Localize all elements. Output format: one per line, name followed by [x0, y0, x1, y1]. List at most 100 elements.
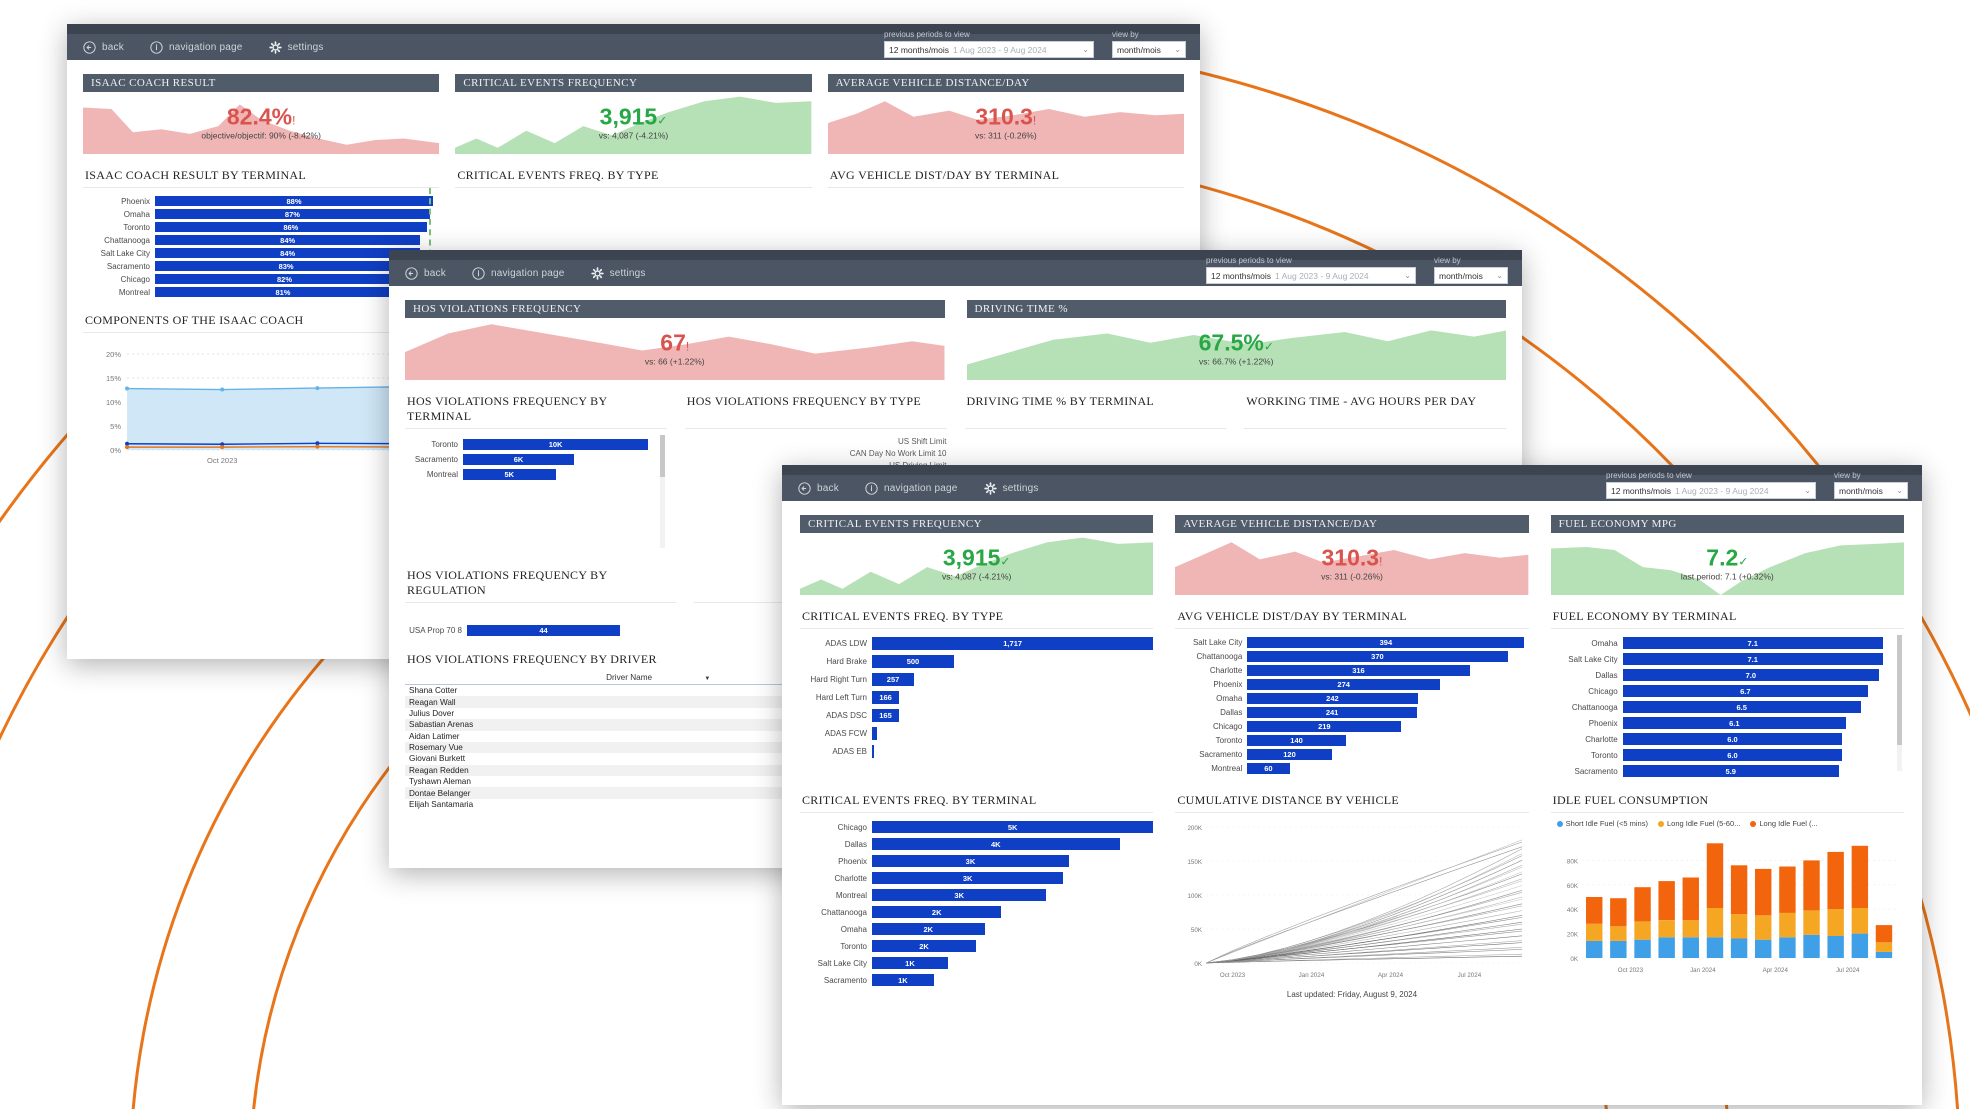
bar-row[interactable]: Chattanooga 2K [800, 906, 1153, 918]
bar-row[interactable]: Sacramento 6K [405, 454, 667, 465]
bar-row[interactable]: Phoenix 6.1 [1551, 717, 1890, 729]
bar-row[interactable]: Omaha 2K [800, 923, 1153, 935]
settings-button[interactable]: settings [268, 40, 324, 54]
chart-idle-fuel[interactable]: Short Idle Fuel (<5 mins) Long Idle Fuel … [1550, 812, 1904, 986]
bar-row[interactable]: Salt Lake City 84% [83, 248, 439, 258]
bar-row[interactable]: Sacramento 120 [1175, 749, 1528, 760]
chart-fuel-by-terminal[interactable]: Omaha 7.1 Salt Lake City 7.1 Dallas 7.0 Chicag… [1550, 628, 1904, 777]
previous-periods-select[interactable]: 12 months/mois 1 Aug 2023 - 9 Aug 2024 ⌄ [1206, 267, 1416, 284]
chart-dist-by-terminal[interactable]: Salt Lake City 394 Chattanooga 370 Charlotte… [1175, 628, 1529, 777]
bar-row[interactable]: Omaha 87% [83, 209, 439, 219]
navigation-page-button[interactable]: navigation page [865, 481, 958, 495]
previous-periods-select[interactable]: 12 months/mois 1 Aug 2023 - 9 Aug 2024 ⌄ [884, 41, 1094, 58]
bar-row[interactable]: Montreal 81% [83, 287, 439, 297]
chart-hos-by-terminal[interactable]: Toronto 10K Sacramento 6K Montreal 5K [405, 428, 667, 554]
previous-periods-select[interactable]: 12 months/mois 1 Aug 2023 - 9 Aug 2024 ⌄ [1606, 482, 1816, 499]
bar-row[interactable]: Montreal 5K [405, 469, 667, 480]
bar-row[interactable]: Phoenix 274 [1175, 679, 1528, 690]
back-button[interactable]: back [798, 481, 839, 495]
vertical-scrollbar[interactable] [659, 435, 665, 548]
bar-fill[interactable]: 60 [1247, 763, 1290, 774]
bar-row[interactable]: Montreal 3K [800, 889, 1153, 901]
bar-row[interactable]: Chicago 5K [800, 821, 1154, 833]
bar-row[interactable]: USA Prop 70 8 44 [405, 625, 676, 636]
bar-fill[interactable]: 7.1 [1622, 637, 1883, 649]
bar-fill[interactable]: 6.0 [1622, 749, 1843, 761]
bar-row[interactable]: Salt Lake City 1K [800, 957, 1153, 969]
kpi-critical-events-frequency[interactable]: CRITICAL EVENTS FREQUENCY 3,915✓ vs: 4,0… [800, 515, 1154, 595]
bar-row[interactable]: Chicago 219 [1175, 721, 1528, 732]
bar-fill[interactable]: 87% [155, 209, 430, 219]
bar-row[interactable]: Phoenix 88% [83, 196, 439, 206]
kpi-driving-time-percent[interactable]: DRIVING TIME % 67.5%✓ vs: 66.7% (+1.22%) [966, 300, 1506, 380]
bar-row[interactable]: ADAS LDW 1,717 [800, 637, 1154, 650]
bar-fill[interactable]: 83% [155, 261, 418, 271]
vertical-scrollbar[interactable] [1896, 635, 1902, 771]
bar-row[interactable]: Chicago 6.7 [1551, 685, 1890, 697]
bar-fill[interactable]: 242 [1247, 693, 1418, 704]
bar-row[interactable]: Chattanooga 370 [1175, 651, 1528, 662]
bar-row[interactable]: Phoenix 3K [800, 855, 1153, 867]
sort-descending-icon[interactable]: ▼ [704, 676, 711, 682]
bar-fill[interactable]: 84% [155, 235, 421, 245]
chart-cumulative-distance[interactable]: 0K 50K 100K 150K 200K Oct 2023 Jan 2024 Apr 202… [1175, 812, 1529, 986]
bar-row[interactable]: Salt Lake City 394 [1175, 637, 1528, 648]
navigation-page-button[interactable]: navigation page [150, 40, 243, 54]
bar-fill[interactable]: 1K [872, 957, 948, 969]
bar-fill[interactable]: 5.9 [1622, 765, 1839, 777]
view-by-select[interactable]: month/mois ⌄ [1112, 41, 1186, 58]
back-button[interactable]: back [83, 40, 124, 54]
bar-fill[interactable]: 120 [1247, 749, 1332, 760]
bar-fill[interactable]: 2K [872, 906, 1002, 918]
bar-fill[interactable]: 5K [463, 469, 556, 480]
bar-row[interactable]: Dallas 7.0 [1551, 669, 1890, 681]
bar-row[interactable]: Toronto 86% [83, 222, 439, 232]
bar-fill[interactable]: 44 [467, 625, 621, 636]
bar-fill[interactable]: 257 [872, 673, 915, 686]
bar-fill[interactable]: 81% [155, 287, 411, 297]
bar-row[interactable]: Sacramento 1K [800, 974, 1153, 986]
bar-row[interactable]: Dallas 241 [1175, 707, 1528, 718]
bar-fill[interactable]: 5K [872, 821, 1154, 833]
bar-fill[interactable]: 3K [872, 872, 1064, 884]
bar-row[interactable]: ADAS EB [800, 745, 1153, 758]
bar-fill[interactable]: 82% [155, 274, 415, 284]
bar-row[interactable]: Sacramento 5.9 [1551, 765, 1890, 777]
bar-row[interactable]: Chattanooga 6.5 [1551, 701, 1890, 713]
bar-row[interactable]: Toronto 6.0 [1551, 749, 1890, 761]
bar-fill[interactable]: 3K [872, 855, 1069, 867]
bar-row[interactable]: Hard Brake 500 [800, 655, 1153, 668]
bar-fill[interactable]: 1,717 [872, 637, 1154, 650]
bar-fill[interactable] [872, 727, 877, 740]
bar-row[interactable]: Hard Right Turn 257 [800, 673, 1153, 686]
bar-row[interactable]: ADAS DSC 165 [800, 709, 1153, 722]
bar-row[interactable]: Charlotte 6.0 [1551, 733, 1890, 745]
bar-fill[interactable]: 241 [1247, 707, 1417, 718]
bar-fill[interactable]: 4K [872, 838, 1120, 850]
chart-events-by-terminal[interactable]: Chicago 5K Dallas 4K Phoenix 3K Charlotte 3K Mon… [800, 812, 1154, 986]
bar-row[interactable]: Sacramento 83% [83, 261, 439, 271]
bar-row[interactable]: Dallas 4K [800, 838, 1153, 850]
kpi-fuel-economy-mpg[interactable]: FUEL ECONOMY MPG 7.2✓ last period: 7.1 (… [1550, 515, 1904, 595]
bar-row[interactable]: Hard Left Turn 166 [800, 691, 1153, 704]
bar-fill[interactable]: 2K [872, 940, 977, 952]
bar-row[interactable]: Toronto 140 [1175, 735, 1528, 746]
bar-fill[interactable]: 2K [872, 923, 985, 935]
bar-fill[interactable]: 6.5 [1622, 701, 1861, 713]
kpi-average-vehicle-distance[interactable]: AVERAGE VEHICLE DISTANCE/DAY 310.3! vs: … [1175, 515, 1529, 595]
bar-fill[interactable]: 394 [1247, 637, 1525, 648]
bar-fill[interactable]: 140 [1247, 735, 1346, 746]
bar-fill[interactable]: 7.1 [1622, 653, 1883, 665]
bar-fill[interactable]: 6K [463, 454, 575, 465]
bar-row[interactable]: Salt Lake City 7.1 [1551, 653, 1890, 665]
bar-row[interactable]: Omaha 242 [1175, 693, 1528, 704]
back-button[interactable]: back [405, 266, 446, 280]
bar-fill[interactable]: 166 [872, 691, 900, 704]
bar-row[interactable]: ADAS FCW [800, 727, 1153, 740]
bar-fill[interactable]: 3K [872, 889, 1047, 901]
bar-row[interactable]: Chicago 82% [83, 274, 439, 284]
chart-events-by-type[interactable]: ADAS LDW 1,717 Hard Brake 500 Hard Right Tur… [800, 628, 1154, 777]
bar-fill[interactable]: 10K [463, 439, 649, 450]
view-by-select[interactable]: month/mois ⌄ [1434, 267, 1508, 284]
bar-row[interactable]: Charlotte 316 [1175, 665, 1528, 676]
